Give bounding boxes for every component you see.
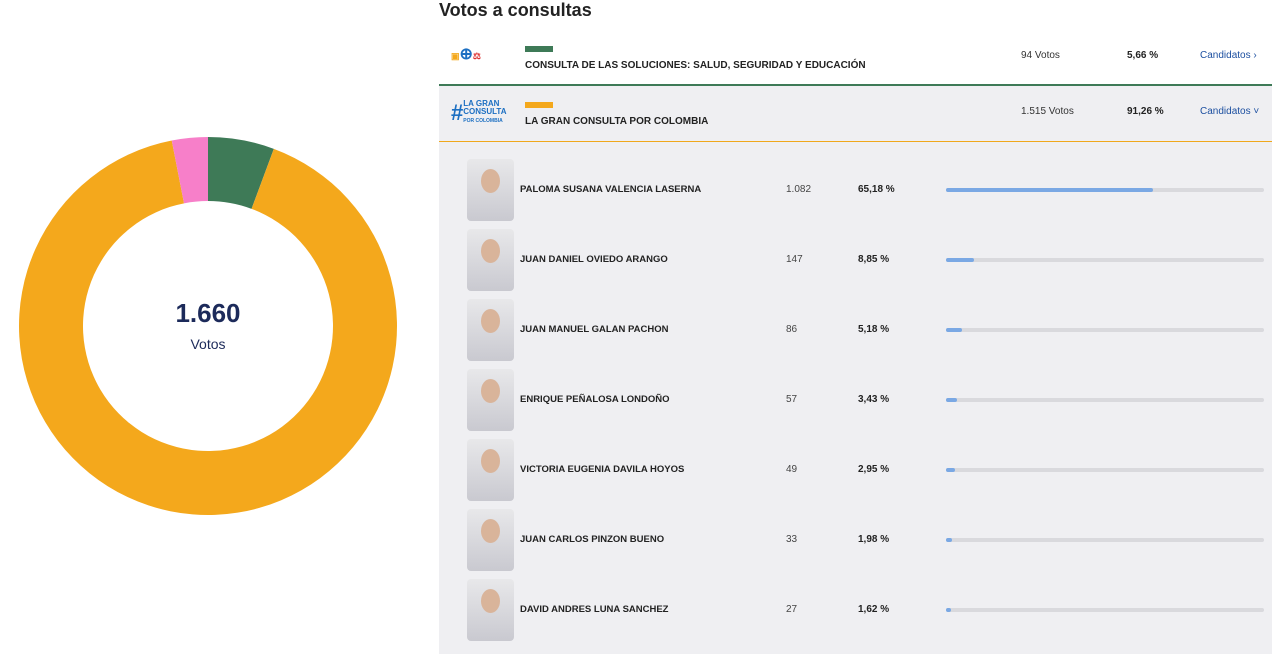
candidate-votes: 27 [786, 604, 798, 615]
total-votes: 1.660 [175, 298, 241, 328]
candidate-votes: 86 [786, 324, 798, 335]
candidatos-link[interactable]: Candidatos ˅ [1200, 106, 1260, 117]
candidate-name: JUAN DANIEL OVIEDO ARANGO [520, 254, 668, 265]
candidate-row: VICTORIA EUGENIA DAVILA HOYOS 49 2,95 % [439, 439, 1272, 501]
candidate-name: JUAN CARLOS PINZON BUENO [520, 534, 665, 545]
candidate-photo [467, 159, 514, 221]
candidate-progress-bar [946, 468, 1264, 472]
candidate-progress-bar [946, 608, 1264, 612]
candidate-progress-fill [946, 398, 957, 402]
candidate-pct: 65,18 % [858, 184, 895, 195]
candidate-row: JUAN MANUEL GALAN PACHON 86 5,18 % [439, 299, 1272, 361]
candidate-pct: 1,98 % [858, 534, 890, 545]
candidate-votes: 147 [786, 254, 803, 265]
candidate-votes: 49 [786, 464, 798, 475]
candidate-progress-bar [946, 258, 1264, 262]
candidate-progress-fill [946, 258, 975, 262]
donut-chart [18, 137, 397, 515]
consulta-color-bar [525, 46, 553, 52]
candidate-row: ENRIQUE PEÑALOSA LONDOÑO 57 3,43 % [439, 369, 1272, 431]
candidate-votes: 1.082 [786, 184, 812, 195]
candidate-progress-fill [946, 608, 952, 612]
candidate-list: PALOMA SUSANA VALENCIA LASERNA 1.082 65,… [439, 142, 1272, 654]
candidate-progress-fill [946, 188, 1154, 192]
consulta-pct: 91,26 % [1127, 106, 1164, 117]
candidate-pct: 1,62 % [858, 604, 890, 615]
consulta-name: LA GRAN CONSULTA POR COLOMBIA [525, 116, 709, 127]
candidate-row: PALOMA SUSANA VALENCIA LASERNA 1.082 65,… [439, 159, 1272, 221]
consulta-pct: 5,66 % [1127, 50, 1159, 61]
candidate-name: ENRIQUE PEÑALOSA LONDOÑO [520, 394, 670, 405]
candidate-photo [467, 509, 514, 571]
consulta-logo-icon: ▣⊕⚖ [451, 46, 481, 63]
candidate-row: JUAN DANIEL OVIEDO ARANGO 147 8,85 % [439, 229, 1272, 291]
candidate-pct: 2,95 % [858, 464, 890, 475]
candidate-row: JUAN CARLOS PINZON BUENO 33 1,98 % [439, 509, 1272, 571]
total-votes-label: Votos [190, 336, 226, 352]
candidate-photo [467, 579, 514, 641]
consulta-row[interactable]: ▣⊕⚖ CONSULTA DE LAS SOLUCIONES: SALUD, S… [439, 30, 1272, 86]
candidate-progress-fill [946, 538, 953, 542]
donut-slice[interactable] [171, 137, 208, 204]
candidate-progress-fill [946, 328, 963, 332]
candidate-name: PALOMA SUSANA VALENCIA LASERNA [520, 184, 702, 195]
candidate-pct: 3,43 % [858, 394, 890, 405]
consulta-votes: 94 Votos [1021, 50, 1060, 61]
la-gran-consulta-logo: # LA GRAN CONSULTA POR COLOMBIA [451, 99, 507, 126]
candidate-votes: 57 [786, 394, 798, 405]
candidate-name: VICTORIA EUGENIA DAVILA HOYOS [520, 464, 685, 475]
page-title: Votos a consultas [439, 0, 592, 20]
consulta-votes: 1.515 Votos [1021, 106, 1074, 117]
donut-slice[interactable] [208, 137, 274, 209]
candidate-pct: 8,85 % [858, 254, 890, 265]
candidate-photo [467, 439, 514, 501]
candidate-row: DAVID ANDRES LUNA SANCHEZ 27 1,62 % [439, 579, 1272, 641]
donut-slice[interactable] [18, 140, 397, 515]
candidate-progress-bar [946, 398, 1264, 402]
candidate-name: JUAN MANUEL GALAN PACHON [520, 324, 669, 335]
candidate-progress-bar [946, 328, 1264, 332]
candidate-votes: 33 [786, 534, 798, 545]
consulta-row[interactable]: # LA GRAN CONSULTA POR COLOMBIA LA GRAN CON… [439, 86, 1272, 142]
consulta-color-bar [525, 102, 553, 108]
candidate-photo [467, 299, 514, 361]
candidatos-link[interactable]: Candidatos › [1200, 50, 1257, 61]
consulta-name: CONSULTA DE LAS SOLUCIONES: SALUD, SEGUR… [525, 60, 866, 71]
consultas-panel: ▣⊕⚖ CONSULTA DE LAS SOLUCIONES: SALUD, S… [439, 30, 1272, 654]
candidate-photo [467, 229, 514, 291]
candidate-progress-fill [946, 468, 956, 472]
candidate-name: DAVID ANDRES LUNA SANCHEZ [520, 604, 669, 615]
candidate-photo [467, 369, 514, 431]
candidate-progress-bar [946, 538, 1264, 542]
candidate-progress-bar [946, 188, 1264, 192]
candidate-pct: 5,18 % [858, 324, 890, 335]
